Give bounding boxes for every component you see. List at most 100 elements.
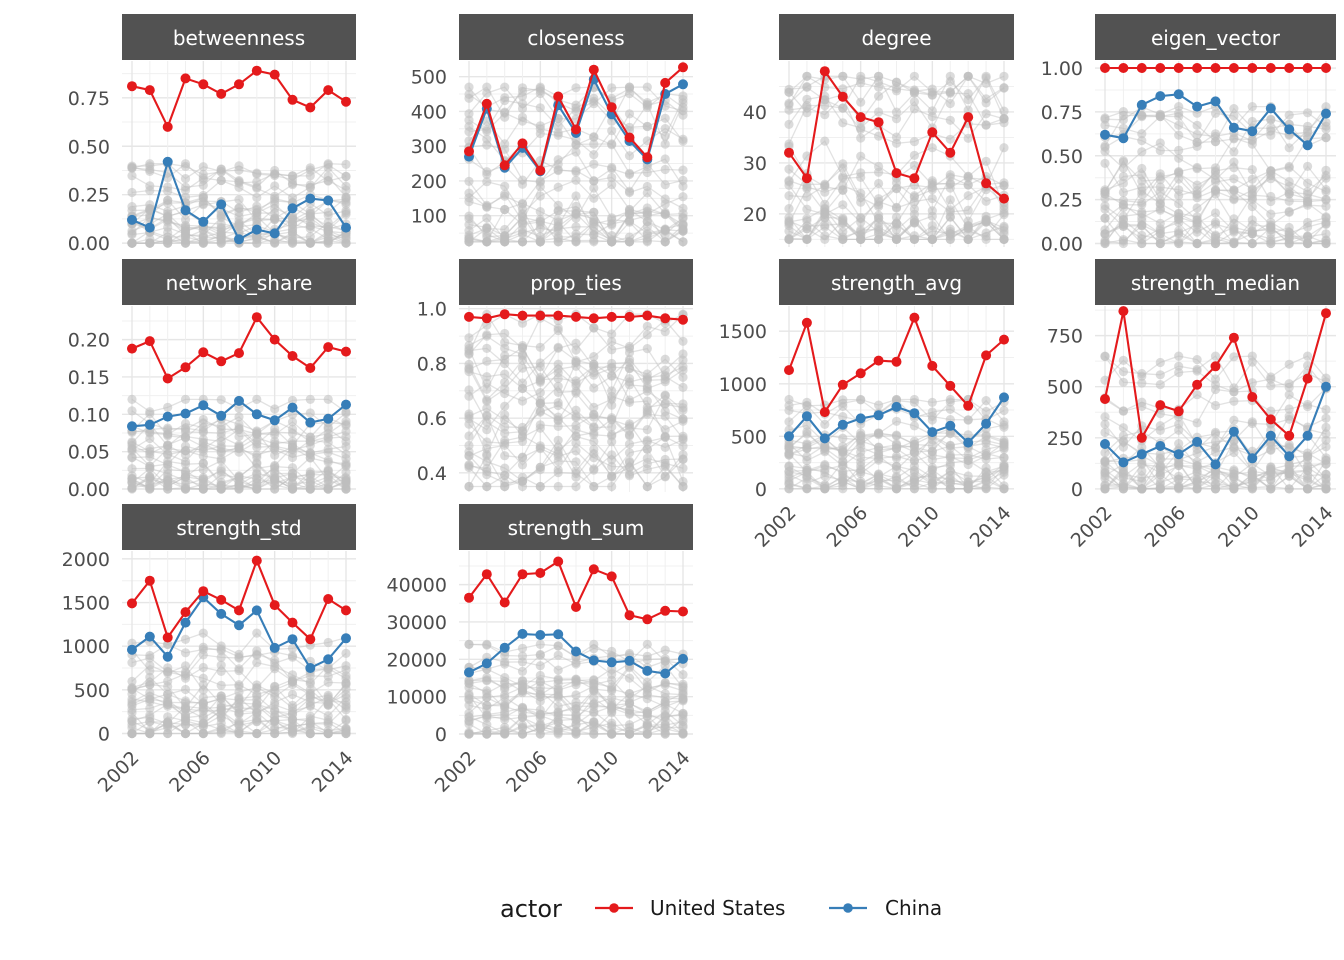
background-point (287, 215, 298, 225)
background-point (927, 435, 937, 445)
background-point (1303, 125, 1313, 135)
background-point (216, 236, 226, 246)
background-point (999, 223, 1009, 233)
background-point (1266, 209, 1276, 219)
background-point (198, 162, 208, 172)
background-point (981, 454, 991, 464)
background-point (784, 87, 794, 97)
background-point (838, 234, 848, 244)
background-point (589, 410, 599, 420)
background-point (1174, 120, 1184, 130)
background-point (571, 83, 581, 93)
background-point (945, 87, 955, 97)
background-point (660, 724, 670, 734)
series-china (464, 628, 688, 679)
point-china (144, 222, 155, 233)
background-point (553, 222, 563, 232)
background-point (535, 182, 545, 192)
background-point (607, 729, 617, 739)
background-point (180, 661, 191, 671)
background-point (464, 716, 474, 726)
strip-network-share (122, 259, 356, 305)
background-point (500, 388, 510, 399)
background-point (287, 417, 298, 427)
background-point (198, 190, 208, 201)
background-point (252, 437, 262, 447)
background-point (945, 134, 955, 144)
point-united-states (801, 173, 812, 184)
background-point (464, 683, 474, 693)
point-china (305, 417, 316, 428)
background-point (145, 672, 155, 682)
point-china (269, 415, 280, 426)
background-point (1210, 447, 1221, 457)
y-tick-label: 0.50 (68, 136, 110, 158)
background-point (571, 345, 581, 355)
background-point (660, 442, 670, 452)
background-point (909, 180, 920, 190)
background-point (252, 429, 262, 439)
background-point (1192, 164, 1202, 174)
background-point (341, 454, 351, 464)
background-point (464, 450, 474, 461)
background-point (305, 480, 315, 490)
background-point (820, 419, 830, 429)
background-point (624, 448, 635, 458)
background-point (1247, 215, 1257, 225)
background-point (784, 204, 794, 214)
background-point (305, 182, 315, 192)
series-united-states (1100, 306, 1331, 443)
background-point (216, 432, 226, 442)
series-united-states (784, 312, 1009, 418)
background-point (981, 78, 991, 88)
background-point (642, 453, 652, 463)
background-point (145, 205, 155, 215)
background-point (784, 119, 794, 129)
background-point (180, 192, 191, 202)
background-point (145, 688, 155, 698)
y-tick-label: 0 (755, 479, 767, 501)
background-point (624, 109, 635, 119)
point-united-states (464, 146, 474, 157)
background-point (624, 729, 635, 739)
background-point (874, 475, 884, 485)
background-point (1266, 484, 1276, 494)
background-point (838, 433, 848, 443)
background-point (1321, 212, 1331, 222)
background-point (482, 343, 492, 353)
point-united-states (162, 121, 173, 132)
background-point (820, 180, 830, 190)
background-point (145, 694, 155, 704)
background-point (553, 468, 563, 478)
background-point (553, 381, 563, 391)
background-point (1284, 196, 1294, 206)
background-point (1321, 405, 1331, 415)
background-point (127, 226, 137, 236)
background-point (909, 472, 920, 482)
background-point (660, 391, 670, 401)
background-point (252, 192, 262, 203)
background-point (607, 329, 617, 339)
background-point (1100, 189, 1110, 199)
background-point (482, 481, 492, 492)
background-point (482, 720, 492, 730)
y-tick-label: 500 (731, 426, 767, 448)
background-point (1192, 137, 1202, 147)
background-point (1266, 166, 1276, 176)
background-point (678, 209, 688, 219)
background-point (127, 714, 137, 724)
background-point (945, 170, 955, 180)
background-point (784, 448, 794, 458)
background-point (500, 451, 510, 461)
point-united-states (784, 365, 794, 376)
series-united-states (127, 555, 351, 645)
background-point (1229, 352, 1239, 362)
background-point (624, 209, 635, 219)
point-united-states (287, 351, 298, 361)
point-china (1321, 381, 1331, 392)
background-point (678, 670, 688, 680)
background-point (482, 320, 492, 330)
point-united-states (144, 575, 155, 586)
background-point (820, 220, 830, 230)
background-point (589, 139, 599, 149)
